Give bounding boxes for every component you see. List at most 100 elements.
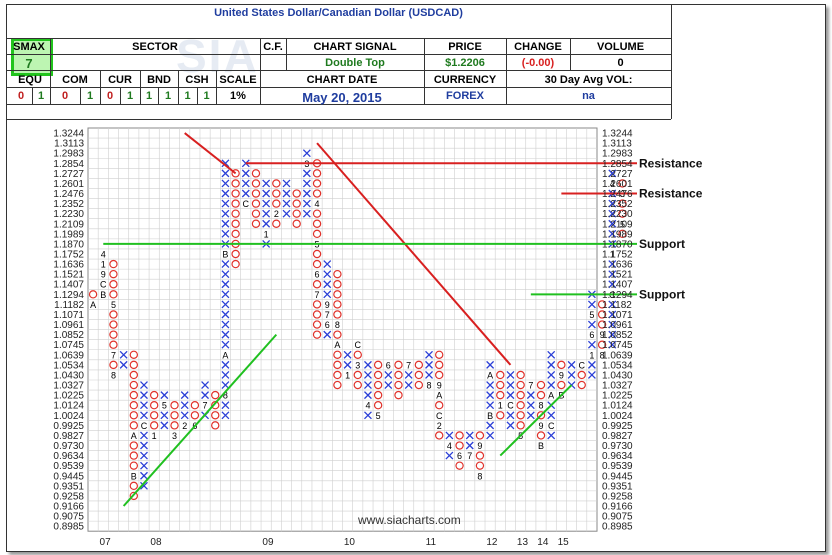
x-box (587, 300, 596, 309)
y-tick-label-right: 1.2230 (602, 209, 633, 220)
x-box (282, 209, 291, 218)
x-stroke (547, 411, 556, 420)
month-marker: 7 (111, 350, 116, 360)
o-box (333, 300, 342, 309)
x-stroke (526, 401, 535, 410)
x-stroke (221, 159, 230, 168)
resistance-label: Resistance (639, 156, 703, 170)
x-box (282, 189, 291, 198)
o-box (516, 411, 525, 420)
y-tick-label-left: 0.9539 (53, 461, 84, 472)
o-box (211, 401, 220, 410)
o-box (211, 390, 220, 400)
x-box (363, 411, 372, 420)
x-stroke (140, 381, 148, 389)
x-stroke (323, 290, 332, 299)
month-marker: B (222, 250, 228, 260)
y-tick-label-left: 1.2727 (53, 169, 84, 180)
x-stroke (221, 219, 230, 228)
x-box (140, 451, 148, 460)
cur-flag-0: 0 (106, 90, 114, 102)
month-marker: 5 (589, 310, 594, 320)
x-box (221, 270, 230, 279)
month-marker: 4 (365, 401, 370, 411)
y-tick-label-left: 1.1071 (53, 310, 84, 321)
o-box (333, 380, 342, 390)
x-stroke (465, 441, 474, 450)
x-box (140, 461, 148, 470)
bnd-header: BND (147, 74, 171, 86)
o-box (516, 380, 525, 390)
x-box (587, 371, 596, 379)
x-stroke (140, 461, 148, 470)
x-stroke (119, 360, 128, 369)
y-tick-label-left: 1.0124 (53, 401, 84, 412)
y-tick-label-right: 1.0639 (602, 350, 633, 361)
o-box (516, 370, 525, 380)
x-box (160, 421, 169, 430)
x-box (486, 431, 495, 440)
x-stroke (506, 411, 515, 420)
month-marker: 5 (620, 219, 625, 229)
month-marker: 4 (315, 199, 320, 209)
y-tick-label-left: 1.0639 (53, 350, 84, 361)
month-marker: 1 (610, 250, 615, 260)
x-box (180, 411, 189, 420)
y-tick-label-left: 1.2601 (53, 179, 84, 190)
y-tick-label-left: 0.9075 (53, 512, 84, 523)
x-box (608, 260, 617, 269)
o-box (231, 209, 240, 218)
month-marker: 7 (467, 451, 472, 461)
x-stroke (262, 189, 271, 198)
o-box (312, 259, 322, 269)
o-box (129, 481, 139, 491)
x-box (140, 381, 148, 389)
month-marker: 8 (539, 401, 544, 411)
x-stroke (547, 360, 556, 369)
month-marker: 8 (600, 350, 605, 360)
x-stroke (221, 411, 230, 420)
y-tick-label-right: 1.2476 (602, 189, 633, 200)
x-box (221, 179, 230, 188)
x-box (140, 431, 148, 440)
x-box (140, 441, 148, 450)
o-box (109, 360, 118, 370)
x-box (221, 320, 230, 329)
year-label: 10 (344, 537, 356, 548)
y-tick-label-left: 1.0430 (53, 370, 84, 381)
y-tick-label-right: 1.2983 (602, 149, 633, 160)
o-box (190, 411, 200, 420)
y-tick-label-right: 1.0430 (602, 370, 633, 381)
o-box (109, 330, 118, 339)
y-tick-label-right: 0.9925 (602, 421, 633, 432)
month-marker: C (141, 421, 148, 431)
month-marker: B (131, 471, 137, 481)
y-tick-label-left: 1.1752 (53, 250, 84, 261)
x-stroke (343, 350, 352, 359)
trendline-up (122, 333, 278, 507)
x-box (506, 381, 515, 389)
o-box (251, 209, 261, 218)
o-box (149, 390, 159, 400)
com-flag-0: 0 (61, 90, 69, 102)
month-marker: 9 (539, 421, 544, 431)
x-stroke (221, 270, 230, 279)
x-stroke (608, 209, 617, 218)
x-box (608, 340, 617, 349)
x-stroke (587, 340, 596, 349)
change-header: CHANGE (514, 41, 562, 53)
x-stroke (323, 270, 332, 279)
x-box (526, 401, 535, 410)
x-box (608, 300, 617, 309)
o-box (516, 390, 525, 400)
x-box (608, 229, 617, 238)
x-stroke (486, 401, 495, 410)
x-stroke (160, 421, 169, 430)
x-stroke (221, 209, 230, 218)
x-box (384, 381, 393, 389)
month-marker: 3 (355, 360, 360, 370)
x-box (343, 360, 352, 369)
o-box (618, 199, 627, 208)
o-box (618, 179, 627, 188)
x-stroke (160, 391, 169, 400)
